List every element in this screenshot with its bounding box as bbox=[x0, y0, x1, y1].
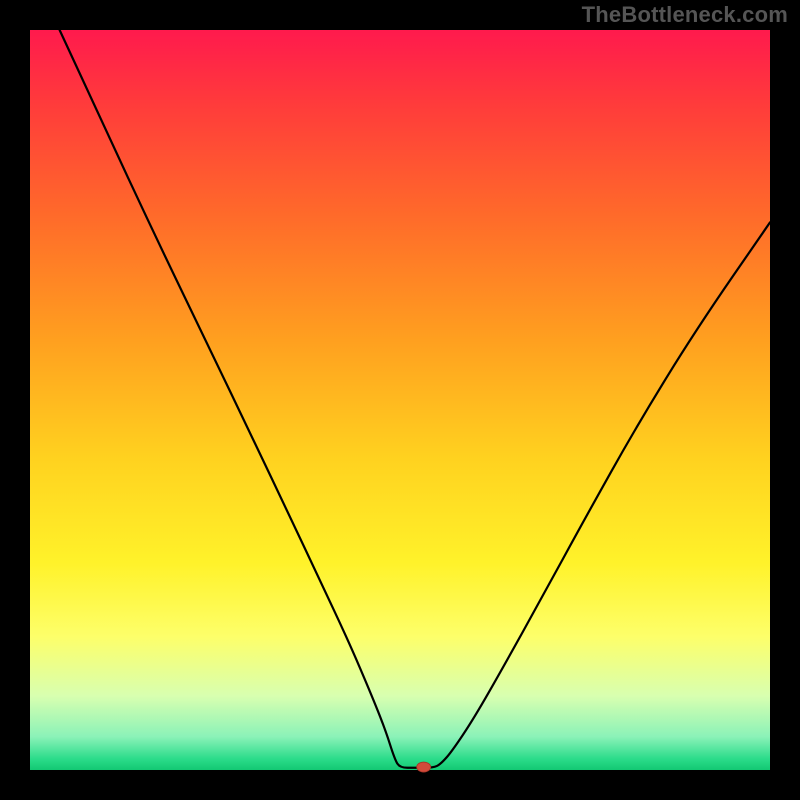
optimum-marker bbox=[417, 762, 431, 772]
watermark-text: TheBottleneck.com bbox=[582, 2, 788, 28]
plot-area bbox=[30, 30, 770, 770]
bottleneck-chart bbox=[0, 0, 800, 800]
